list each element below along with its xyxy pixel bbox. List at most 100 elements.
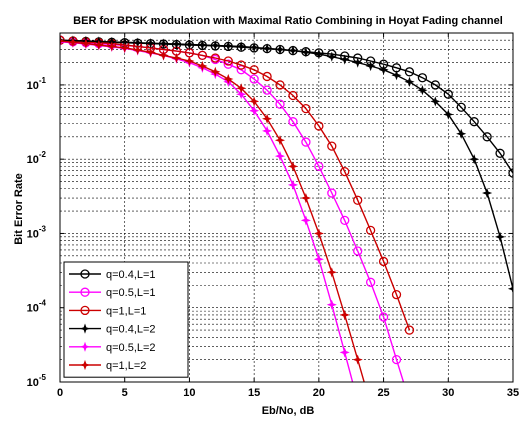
data-point [262,71,272,82]
data-point [79,341,91,352]
data-point [339,347,350,358]
data-point [339,309,350,320]
data-point [352,57,363,68]
data-point [223,59,233,69]
legend: q=0.4,L=1 q=0.5,L=1 q=1,L=1 q=0.4,L=2 q=0.5,… [63,261,189,378]
data-point [314,121,324,131]
data-point [314,161,324,172]
data-point [262,125,273,136]
data-point [171,38,182,50]
data-point [184,55,195,67]
data-point [327,141,337,151]
series-line [60,39,411,331]
data-point [301,103,311,114]
data-point [197,50,208,61]
data-point [443,89,453,99]
data-point [158,38,169,49]
legend-label: q=0.5,L=1 [106,287,156,299]
data-point [223,40,234,51]
data-point [378,256,389,267]
legend-label: q=1,L=1 [106,305,146,317]
data-point [223,56,233,66]
data-point [210,66,221,77]
data-point [288,90,298,101]
x-tick-label: 25 [377,387,389,399]
x-tick-label: 5 [122,387,128,399]
data-point [249,74,259,84]
data-point [287,161,299,172]
x-tick-label: 15 [248,387,260,399]
data-point [300,215,311,226]
data-point [404,67,415,77]
data-point [274,151,286,162]
legend-label: q=0.4,L=1 [106,269,156,281]
data-point [365,60,376,72]
data-point [80,305,90,316]
data-point [262,113,273,124]
data-point [262,85,272,95]
data-point [236,89,247,100]
data-point [417,85,428,96]
chart-title: BER for BPSK modulation with Maximal Rat… [73,15,503,27]
y-tick-label: 10-1 [27,76,47,92]
x-tick-label: 30 [442,387,454,399]
axes-frame [59,32,514,383]
y-axis-label: Bit Error Rate [13,173,25,245]
data-point [353,195,363,205]
data-point [249,105,260,116]
data-point [236,83,247,94]
data-point [340,215,350,226]
plot-area: 0 5 10 15 20 25 30 35 10-5 10-4 10-3 10-2 10-1 q=0.4,… [27,32,519,399]
data-point [365,225,376,236]
data-point [326,51,337,62]
data-point [262,43,273,54]
data-point [507,283,513,294]
data-point [313,254,324,265]
data-point [158,50,169,61]
data-point [80,269,90,279]
data-point [287,179,299,190]
data-point [145,47,156,58]
data-point [430,80,440,90]
x-axis-label: Eb/No, dB [262,405,315,417]
data-point [326,299,337,310]
y-tick-label: 10-5 [27,373,47,389]
data-point [67,37,78,48]
x-tick-label: 10 [183,387,195,399]
data-point [132,44,143,56]
data-point [482,187,493,199]
data-point [508,168,513,178]
data-point [287,45,299,56]
y-tick-label: 10-4 [27,299,47,315]
x-tick-label: 20 [313,387,325,399]
data-point [378,64,389,75]
x-tick-label: 35 [507,387,519,399]
data-point [274,44,286,55]
x-tick-label: 0 [57,387,63,399]
data-point [80,287,90,297]
data-point [236,41,247,52]
data-point [210,53,220,63]
data-point [340,166,350,177]
data-point [301,137,311,147]
data-point [469,117,479,127]
legend-label: q=0.4,L=2 [106,324,156,336]
data-point [275,80,285,90]
data-point [275,99,285,109]
data-point [223,73,234,85]
data-point [249,42,260,53]
data-point [378,312,389,322]
legend-label: q=0.5,L=2 [106,342,156,354]
data-point [353,246,363,256]
data-point [184,39,195,50]
data-point [313,228,324,239]
legend-box [63,261,189,378]
data-point [300,47,311,58]
data-point [288,117,298,127]
data-point [391,70,402,81]
data-point [404,76,415,87]
data-point [482,132,492,142]
data-point [365,277,376,287]
data-point [352,354,363,365]
